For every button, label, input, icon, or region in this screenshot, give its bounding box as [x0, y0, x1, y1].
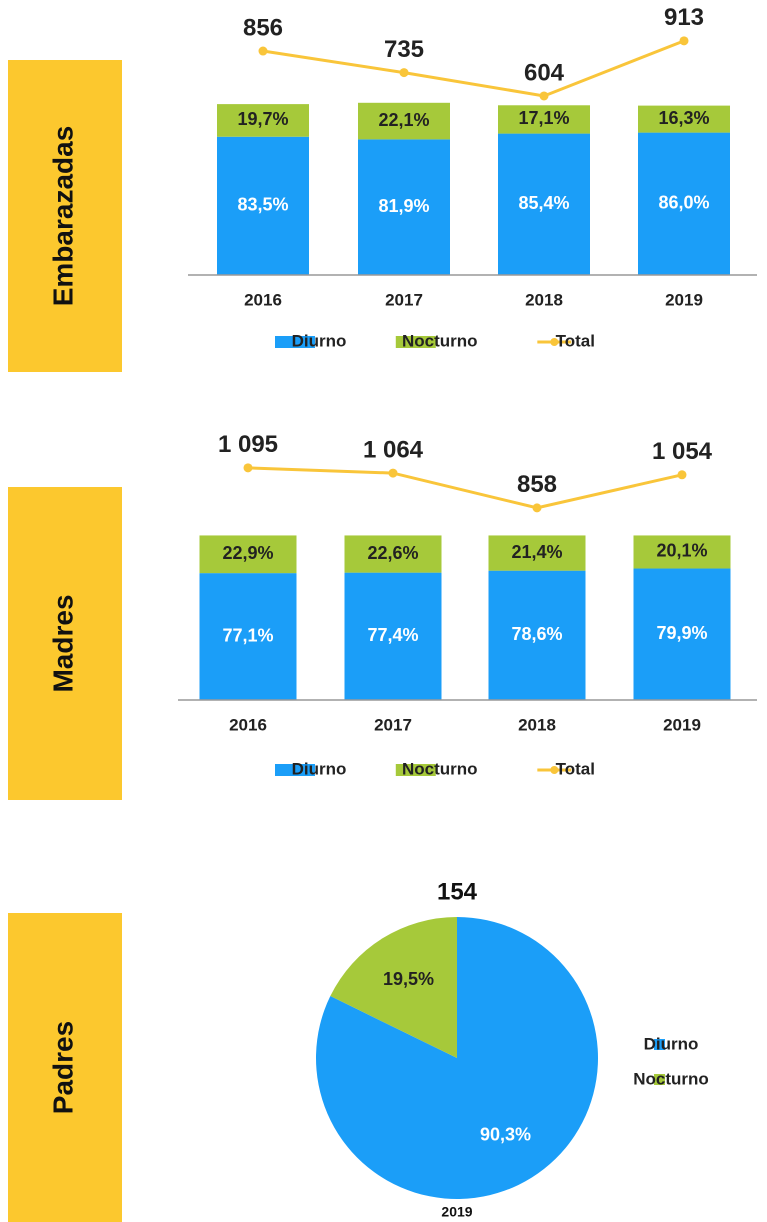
legend-label: Diurno — [644, 1034, 699, 1053]
x-tick-label: 2016 — [229, 715, 267, 734]
legend-swatch — [395, 764, 436, 776]
bar-label: 22,1% — [378, 110, 429, 130]
total-label: 1 064 — [363, 436, 424, 463]
legend-dot — [550, 338, 559, 346]
pie-slice — [330, 917, 457, 1058]
pie-category: 2019 — [441, 1204, 472, 1220]
bar-segment — [638, 105, 730, 133]
total-dot — [388, 468, 398, 478]
bar-segment — [199, 535, 297, 574]
bar-segment — [344, 572, 442, 700]
total-dot — [258, 46, 268, 56]
total-label: 604 — [524, 59, 565, 86]
total-line — [247, 466, 683, 510]
bar-segment — [488, 535, 586, 571]
bar-segment — [217, 104, 309, 137]
total-dot — [677, 470, 687, 480]
bar-segment — [217, 136, 309, 275]
total-label: 1 054 — [652, 438, 713, 465]
legend-swatch — [654, 1039, 665, 1050]
x-tick-label: 2017 — [385, 290, 423, 309]
bar-label: 78,6% — [511, 624, 562, 644]
bar-segment — [638, 132, 730, 275]
side-title: Embarazadas — [47, 126, 78, 307]
side-title: Madres — [47, 594, 78, 692]
bar-label: 17,1% — [518, 108, 569, 128]
bar-segment — [358, 102, 450, 140]
legend-label: Nocturno — [633, 1069, 709, 1088]
legend-label: Total — [556, 331, 595, 350]
legend-dot — [550, 766, 559, 774]
legend-label: Nocturno — [402, 331, 478, 350]
side-banner — [8, 487, 122, 800]
bar-label: 19,7% — [237, 109, 288, 129]
x-tick-label: 2017 — [374, 715, 412, 734]
bar-label: 22,6% — [367, 543, 418, 563]
side-banner — [8, 60, 122, 372]
total-dot — [399, 68, 409, 78]
bar-label: 79,9% — [656, 623, 707, 643]
bar-segment — [498, 105, 590, 134]
legend-label: Diurno — [292, 759, 347, 778]
total-label: 858 — [517, 471, 557, 498]
x-tick-label: 2016 — [244, 290, 282, 309]
side-banner — [8, 913, 122, 1222]
bar-segment — [344, 535, 442, 573]
pie-label: 19,5% — [383, 969, 434, 989]
x-tick-label: 2018 — [518, 715, 556, 734]
pie-total: 154 — [437, 878, 478, 905]
bar-label: 81,9% — [378, 196, 429, 216]
legend-label: Diurno — [292, 331, 347, 350]
total-label: 1 095 — [218, 431, 278, 458]
bar-label: 83,5% — [237, 195, 288, 215]
bar-segment — [488, 570, 586, 700]
total-dot — [532, 503, 542, 513]
bar-label: 21,4% — [511, 542, 562, 562]
bar-label: 22,9% — [222, 543, 273, 563]
total-dot — [539, 91, 549, 101]
bar-label: 77,1% — [222, 625, 273, 645]
bar-segment — [498, 133, 590, 275]
x-tick-label: 2019 — [663, 715, 701, 734]
legend-swatch — [275, 764, 315, 776]
bar-label: 77,4% — [367, 625, 418, 645]
x-tick-label: 2018 — [525, 290, 563, 309]
bar-segment — [633, 535, 731, 569]
total-label: 913 — [664, 4, 704, 31]
pie-label: 90,3% — [480, 1125, 531, 1145]
legend-swatch — [654, 1074, 665, 1085]
legend-swatch — [275, 336, 315, 348]
side-title: Padres — [47, 1021, 78, 1114]
bar-label: 16,3% — [658, 108, 709, 128]
bar-segment — [199, 573, 297, 700]
total-dot — [243, 463, 253, 473]
bar-label: 86,0% — [658, 193, 709, 213]
total-line — [262, 39, 685, 98]
legend-label: Nocturno — [402, 759, 478, 778]
total-label: 735 — [384, 36, 424, 63]
bar-segment — [358, 139, 450, 275]
bar-label: 85,4% — [518, 193, 569, 213]
x-tick-label: 2019 — [665, 290, 703, 309]
bar-segment — [633, 568, 731, 700]
legend-label: Total — [556, 759, 595, 778]
legend-swatch — [395, 336, 436, 348]
total-label: 856 — [243, 14, 283, 41]
bar-label: 20,1% — [656, 541, 707, 561]
total-dot — [679, 36, 689, 46]
